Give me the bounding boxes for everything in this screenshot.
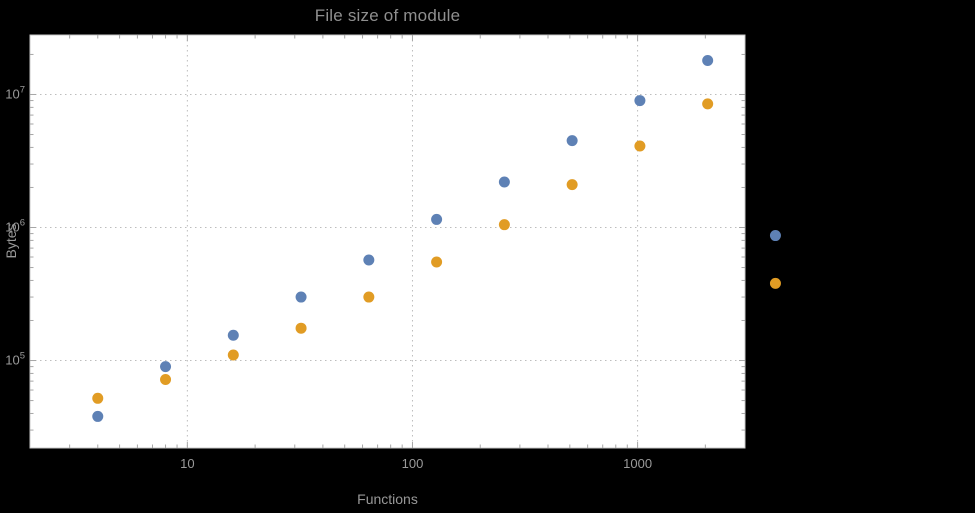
y-axis-title: Bytes [3, 223, 19, 259]
data-point-orange [566, 179, 578, 191]
x-tick-label: 100 [402, 456, 424, 471]
plot-frame [29, 34, 746, 449]
data-point-blue [295, 291, 307, 303]
data-point-blue [769, 230, 781, 242]
data-point-blue [363, 254, 375, 266]
x-axis-title: Functions [357, 491, 418, 507]
data-point-blue [160, 361, 172, 373]
x-tick-label: 10 [180, 456, 194, 471]
data-point-blue [634, 95, 646, 107]
data-point-blue [431, 213, 443, 225]
x-tick-label: 1000 [623, 456, 652, 471]
plot-area [30, 35, 745, 448]
data-point-orange [431, 256, 443, 268]
data-point-blue [498, 176, 510, 188]
data-point-orange [769, 277, 781, 289]
data-point-blue [92, 410, 104, 422]
y-tick-label: 105 [5, 351, 25, 368]
data-point-blue [566, 135, 578, 147]
data-point-orange [160, 374, 172, 386]
y-tick-label: 106 [5, 218, 25, 235]
data-point-orange [363, 291, 375, 303]
data-point-orange [498, 219, 510, 231]
data-point-orange [295, 322, 307, 334]
data-point-orange [634, 140, 646, 152]
data-point-orange [702, 98, 714, 110]
data-point-blue [227, 329, 239, 341]
chart-title: File size of module [314, 6, 461, 25]
data-point-blue [702, 55, 714, 67]
data-point-orange [227, 349, 239, 361]
y-tick-label: 107 [5, 84, 25, 101]
data-point-orange [92, 392, 104, 404]
